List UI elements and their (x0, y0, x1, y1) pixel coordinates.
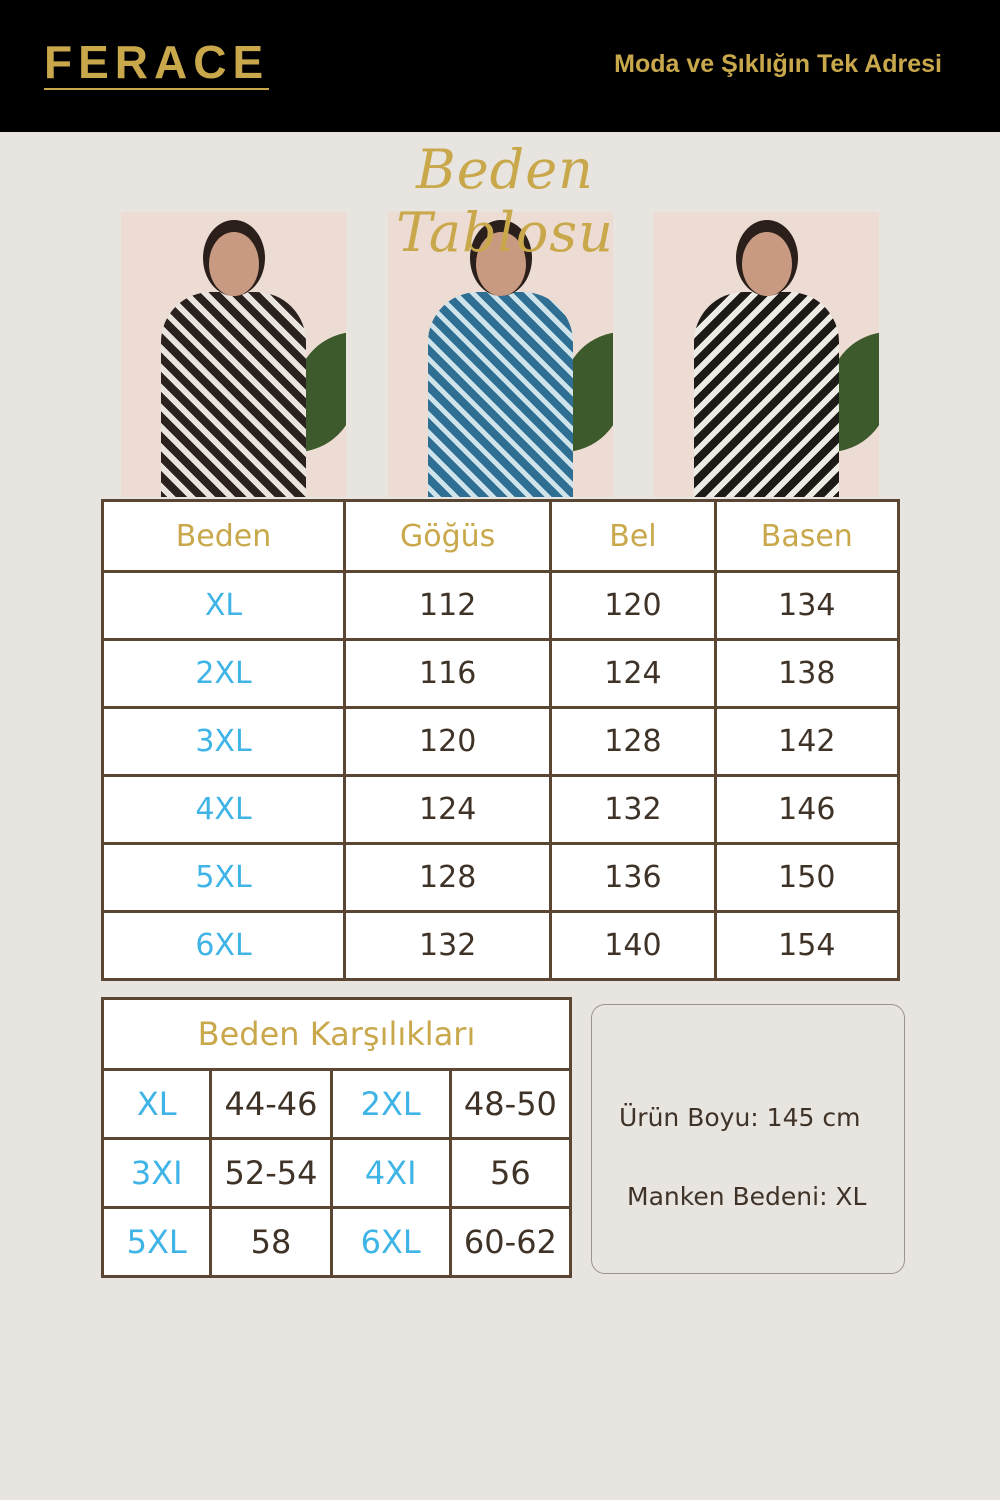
model-photo-3 (654, 212, 879, 497)
value-cell: 128 (343, 842, 553, 913)
model-size: Manken Bedeni: XL (627, 1182, 867, 1211)
size-table: Beden Göğüs Bel Basen XL 112 120 134 2XL 116 1… (100, 499, 901, 981)
model-head (476, 232, 526, 296)
size-cell: XL (100, 1068, 213, 1140)
model-head (742, 232, 792, 296)
model-photo-2 (388, 212, 613, 497)
table-row: XL 112 120 134 (100, 570, 901, 641)
product-length: Ürün Boyu: 145 cm (619, 1103, 861, 1132)
product-info-box: Ürün Boyu: 145 cm Manken Bedeni: XL (591, 1004, 905, 1274)
table-row: 5XL 58 6XL 60-62 (100, 1206, 573, 1278)
header-bar: FERACE Moda ve Şıklığın Tek Adresi (0, 0, 1000, 132)
header-cell: Göğüs (343, 499, 553, 573)
size-cell: 2XL (329, 1068, 452, 1140)
size-cell: 5XL (100, 1206, 213, 1278)
table-row: 5XL 128 136 150 (100, 842, 901, 913)
value-cell: 136 (549, 842, 717, 913)
value-cell: 132 (549, 774, 717, 845)
value-cell: 44-46 (209, 1068, 333, 1140)
value-cell: 134 (713, 570, 901, 641)
table-row: 3XI 52-54 4XI 56 (100, 1137, 573, 1209)
size-cell: 4XI (329, 1137, 452, 1209)
value-cell: 146 (713, 774, 901, 845)
value-cell: 56 (448, 1137, 573, 1209)
value-cell: 138 (713, 638, 901, 709)
dress (161, 292, 306, 497)
value-cell: 60-62 (448, 1206, 573, 1278)
size-cell: 5XL (100, 842, 347, 913)
value-cell: 124 (343, 774, 553, 845)
value-cell: 154 (713, 910, 901, 981)
value-cell: 120 (343, 706, 553, 777)
size-cell: 3XI (100, 1137, 213, 1209)
tagline: Moda ve Şıklığın Tek Adresi (614, 50, 942, 78)
value-cell: 142 (713, 706, 901, 777)
size-cell: 6XL (329, 1206, 452, 1278)
size-equivalents-table: Beden Karşılıkları XL 44-46 2XL 48-50 3XI 52-… (100, 997, 573, 1278)
value-cell: 124 (549, 638, 717, 709)
table-row: 3XL 120 128 142 (100, 706, 901, 777)
size-cell: 2XL (100, 638, 347, 709)
table-header-row: Beden Göğüs Bel Basen (100, 499, 901, 573)
table-row: 6XL 132 140 154 (100, 910, 901, 981)
value-cell: 128 (549, 706, 717, 777)
size-cell: 6XL (100, 910, 347, 981)
value-cell: 120 (549, 570, 717, 641)
value-cell: 112 (343, 570, 553, 641)
value-cell: 58 (209, 1206, 333, 1278)
value-cell: 52-54 (209, 1137, 333, 1209)
table-row: XL 44-46 2XL 48-50 (100, 1068, 573, 1140)
size-cell: 4XL (100, 774, 347, 845)
dress (428, 292, 573, 497)
value-cell: 150 (713, 842, 901, 913)
header-cell: Beden (100, 499, 347, 573)
size-cell: XL (100, 570, 347, 641)
value-cell: 132 (343, 910, 553, 981)
value-cell: 116 (343, 638, 553, 709)
header-cell: Bel (549, 499, 717, 573)
page-title: Beden Tablosu (396, 138, 614, 264)
model-head (209, 232, 259, 296)
table-row: 4XL 124 132 146 (100, 774, 901, 845)
equivalents-title: Beden Karşılıkları (101, 997, 572, 1071)
table-row: 2XL 116 124 138 (100, 638, 901, 709)
value-cell: 48-50 (448, 1068, 573, 1140)
value-cell: 140 (549, 910, 717, 981)
dress (694, 292, 839, 497)
brand-logo: FERACE (44, 36, 270, 90)
model-photo-1 (121, 212, 346, 497)
size-cell: 3XL (100, 706, 347, 777)
header-cell: Basen (713, 499, 901, 573)
